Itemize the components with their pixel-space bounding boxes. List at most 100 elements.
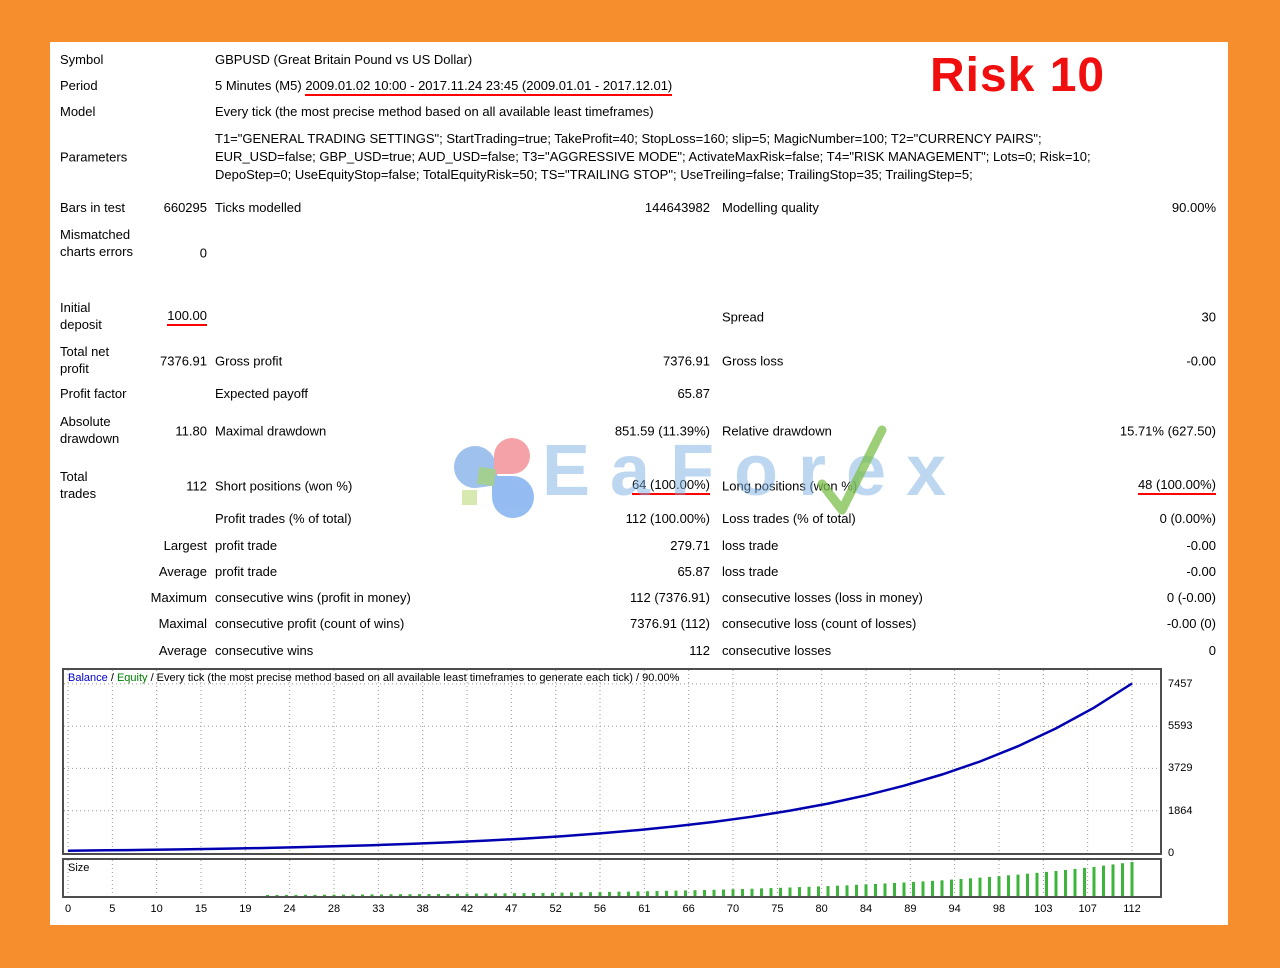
average-loss-trade-value: -0.00 bbox=[1186, 564, 1216, 579]
period-label: Period bbox=[60, 78, 98, 93]
average-consecutive-losses-label: consecutive losses bbox=[722, 643, 832, 658]
maximal-consecutive-profit-label: consecutive profit (count of wins) bbox=[215, 616, 405, 631]
profit-trades-label: Profit trades (% of total) bbox=[215, 511, 352, 526]
risk-annotation: Risk 10 bbox=[930, 49, 1106, 102]
largest-loss-trade-label: loss trade bbox=[722, 538, 779, 553]
x-axis-tick-label: 28 bbox=[327, 903, 341, 915]
row-total-net-profit: Total net profit 7376.91 Gross profit 73… bbox=[50, 343, 1228, 379]
max-consecutive-losses-label: consecutive losses (loss in money) bbox=[722, 590, 923, 605]
maximal-drawdown-label: Maximal drawdown bbox=[215, 423, 327, 439]
absolute-drawdown-label: Absolute drawdown bbox=[60, 414, 120, 446]
absolute-drawdown-value: 11.80 bbox=[175, 423, 207, 439]
profit-factor-label: Profit factor bbox=[60, 386, 127, 401]
long-positions-label: Long positions (won %) bbox=[722, 478, 858, 494]
maximum-label: Maximum bbox=[150, 590, 207, 605]
maximal-consecutive-loss-label: consecutive loss (count of losses) bbox=[722, 616, 917, 631]
bars-value: 660295 bbox=[163, 200, 207, 215]
average-label: Average bbox=[158, 564, 207, 579]
y-axis-tick-label: 3729 bbox=[1168, 762, 1193, 775]
maximal-label: Maximal bbox=[158, 616, 207, 631]
largest-label: Largest bbox=[163, 538, 207, 553]
bars-label: Bars in test bbox=[60, 200, 126, 215]
chart-header: Balance / Equity / Every tick (the most … bbox=[68, 672, 680, 684]
average-consecutive-wins-label: consecutive wins bbox=[215, 643, 314, 658]
largest-loss-trade-value: -0.00 bbox=[1186, 538, 1216, 553]
largest-profit-trade-value: 279.71 bbox=[670, 538, 710, 553]
average-profit-trade-value: 65.87 bbox=[677, 564, 710, 579]
average-profit-trade-label: profit trade bbox=[215, 564, 278, 579]
equity-legend-label: Equity bbox=[116, 672, 148, 684]
y-axis-tick-label: 5593 bbox=[1168, 720, 1193, 733]
total-net-profit-label: Total net profit bbox=[60, 344, 110, 376]
maximal-consecutive-profit-value: 7376.91 (112) bbox=[630, 616, 710, 631]
max-consecutive-wins-value: 112 (7376.91) bbox=[630, 590, 710, 605]
x-axis-tick-label: 52 bbox=[549, 903, 562, 915]
modelling-quality-value: 90.00% bbox=[1171, 200, 1216, 215]
total-trades-value: 112 bbox=[186, 478, 207, 494]
x-axis-tick-label: 107 bbox=[1078, 903, 1097, 915]
total-trades-label: Total trades bbox=[60, 469, 97, 501]
gross-loss-value: -0.00 bbox=[1186, 353, 1216, 369]
x-axis-tick-label: 15 bbox=[194, 903, 208, 915]
total-net-profit-value: 7376.91 bbox=[160, 353, 207, 369]
x-axis-tick-label: 70 bbox=[726, 903, 740, 915]
balance-curve bbox=[64, 670, 1160, 853]
mismatched-label: Mismatched charts errors bbox=[60, 227, 133, 259]
x-axis-tick-label: 56 bbox=[593, 903, 607, 915]
parameters-line-1: T1="GENERAL TRADING SETTINGS"; StartTrad… bbox=[215, 131, 1042, 146]
expected-payoff-label: Expected payoff bbox=[215, 386, 308, 401]
max-consecutive-losses-value: 0 (-0.00) bbox=[1166, 590, 1216, 605]
spread-value: 30 bbox=[1201, 309, 1216, 325]
x-axis-tick-label: 98 bbox=[992, 903, 1006, 915]
parameters-value: T1="GENERAL TRADING SETTINGS"; StartTrad… bbox=[215, 130, 1091, 184]
x-axis-tick-label: 75 bbox=[771, 903, 784, 915]
size-bars bbox=[67, 860, 1134, 896]
ticks-modelled-value: 144643982 bbox=[644, 200, 710, 215]
model-value: Every tick (the most precise method base… bbox=[215, 104, 654, 119]
x-axis-tick-label: 94 bbox=[948, 903, 961, 915]
maximal-consecutive-loss-value: -0.00 (0) bbox=[1166, 616, 1216, 631]
relative-drawdown-label: Relative drawdown bbox=[722, 423, 832, 439]
modelling-quality-label: Modelling quality bbox=[722, 200, 819, 215]
x-axis-tick-label: 10 bbox=[150, 903, 163, 915]
x-axis-tick-label: 33 bbox=[372, 903, 385, 915]
x-axis-tick-label: 42 bbox=[460, 903, 474, 915]
balance-legend-label: Balance bbox=[68, 672, 108, 684]
short-positions-value: 64 (100.00%) bbox=[350, 477, 710, 495]
size-pane: Size bbox=[62, 858, 1162, 898]
gross-profit-label: Gross profit bbox=[215, 353, 283, 369]
initial-deposit-value: 100.00 bbox=[60, 308, 207, 326]
x-axis-tick-label: 19 bbox=[239, 903, 252, 915]
period-value: 5 Minutes (M5) 2009.01.02 10:00 - 2017.1… bbox=[215, 78, 673, 96]
x-axis-tick-label: 80 bbox=[815, 903, 828, 915]
initial-deposit-label: Initial deposit bbox=[60, 300, 102, 332]
ticks-modelled-label: Ticks modelled bbox=[215, 200, 302, 215]
x-axis-tick-label: 5 bbox=[109, 903, 116, 915]
balance-chart: Balance / Equity / Every tick (the most … bbox=[62, 668, 1162, 855]
y-axis-tick-label: 7457 bbox=[1168, 677, 1193, 690]
row-initial-deposit: Initial deposit 100.00 Spread 30 bbox=[50, 299, 1228, 335]
largest-profit-trade-label: profit trade bbox=[215, 538, 278, 553]
row-mismatched-errors: Mismatched charts errors 0 bbox=[50, 226, 1228, 280]
relative-drawdown-value: 15.71% (627.50) bbox=[1119, 423, 1216, 439]
parameters-line-2: EUR_USD=false; GBP_USD=true; AUD_USD=fal… bbox=[215, 149, 1091, 164]
average-consecutive-losses-value: 0 bbox=[1208, 643, 1216, 658]
loss-trades-label: Loss trades (% of total) bbox=[722, 511, 856, 526]
size-pane-label: Size bbox=[68, 862, 90, 874]
x-axis-tick-label: 47 bbox=[505, 903, 518, 915]
long-positions-value: 48 (100.00%) bbox=[850, 477, 1216, 495]
x-axis-tick-label: 66 bbox=[682, 903, 695, 915]
x-axis-tick-label: 89 bbox=[904, 903, 917, 915]
chart-header-rest: / Every tick (the most precise method ba… bbox=[147, 672, 680, 684]
symbol-value: GBPUSD (Great Britain Pound vs US Dollar… bbox=[215, 52, 473, 67]
y-axis-tick-label: 1864 bbox=[1168, 804, 1193, 817]
mismatched-value: 0 bbox=[199, 245, 207, 261]
average-cons-label: Average bbox=[158, 643, 207, 658]
average-loss-trade-label: loss trade bbox=[722, 564, 779, 579]
average-consecutive-wins-value: 112 bbox=[689, 643, 710, 658]
maximal-drawdown-value: 851.59 (11.39%) bbox=[614, 423, 710, 439]
parameters-label: Parameters bbox=[60, 149, 128, 165]
x-axis-tick-label: 112 bbox=[1123, 903, 1141, 915]
symbol-label: Symbol bbox=[60, 52, 104, 67]
period-highlight: 2009.01.02 10:00 - 2017.11.24 23:45 (200… bbox=[305, 78, 673, 96]
